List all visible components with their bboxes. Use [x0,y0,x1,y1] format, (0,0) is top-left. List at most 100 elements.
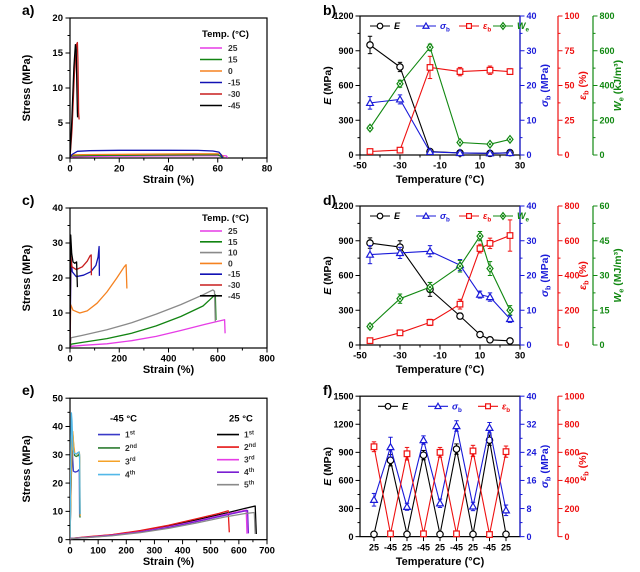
svg-text:-30: -30 [228,89,241,99]
svg-text:We: We [517,21,530,34]
svg-text:300: 300 [338,305,353,315]
svg-text:-45: -45 [384,542,397,552]
svg-text:30: 30 [527,236,537,246]
svg-text:0: 0 [228,258,233,268]
svg-text:50: 50 [565,81,575,91]
svg-text:10: 10 [475,351,486,362]
svg-text:25 °C: 25 °C [229,413,253,424]
svg-text:-10: -10 [433,161,447,172]
svg-text:E: E [394,211,401,221]
svg-text:10: 10 [228,248,238,258]
svg-text:σb: σb [440,21,450,34]
svg-text:20: 20 [52,13,63,24]
svg-text:Stress (MPa): Stress (MPa) [21,244,33,311]
svg-text:E (MPa): E (MPa) [322,66,334,105]
svg-text:0: 0 [228,66,233,76]
svg-text:0: 0 [600,150,605,160]
svg-text:2nd: 2nd [244,442,256,452]
svg-text:20: 20 [527,81,537,91]
panel-a-label: a) [22,2,35,18]
svg-text:25: 25 [501,542,511,552]
svg-text:10: 10 [527,305,537,315]
svg-text:20: 20 [52,273,63,284]
svg-text:20: 20 [114,164,125,175]
svg-text:5: 5 [58,118,64,129]
panel-e-chart: 0 100 200 300 400 500 600 700 0 10 20 30 40 50 Strain … [21,393,275,568]
svg-text:0: 0 [58,153,63,164]
svg-text:25: 25 [228,226,238,236]
svg-text:30: 30 [527,46,537,56]
svg-text:200: 200 [565,305,580,315]
panel-c-label: c) [22,192,35,208]
svg-text:30: 30 [600,271,610,281]
svg-text:25: 25 [565,115,575,125]
svg-text:0: 0 [527,150,532,160]
svg-text:-45: -45 [417,542,430,552]
svg-text:400: 400 [565,271,580,281]
svg-text:300: 300 [147,545,163,556]
svg-text:εb (%): εb (%) [577,452,590,481]
svg-text:24: 24 [527,448,537,458]
svg-text:-50: -50 [353,161,367,172]
svg-text:600: 600 [600,46,615,56]
svg-text:0: 0 [527,340,532,350]
svg-text:8: 8 [527,504,532,514]
svg-text:E (MPa): E (MPa) [322,256,334,295]
svg-text:300: 300 [339,504,354,514]
svg-text:3rd: 3rd [244,455,255,465]
svg-text:0: 0 [67,354,72,365]
svg-text:-30: -30 [228,280,241,290]
svg-text:σb: σb [440,211,450,224]
svg-text:400: 400 [565,476,580,486]
svg-text:-50: -50 [353,351,367,362]
svg-text:0: 0 [348,532,353,542]
svg-text:40: 40 [527,391,537,401]
svg-text:40: 40 [52,422,63,433]
svg-text:Temperature (°C): Temperature (°C) [396,556,485,568]
svg-text:100: 100 [565,11,580,21]
svg-text:600: 600 [339,476,354,486]
svg-text:1200: 1200 [333,11,353,21]
svg-text:Temperature (°C): Temperature (°C) [396,364,485,376]
svg-text:4th: 4th [125,470,136,480]
svg-text:25: 25 [435,542,445,552]
svg-text:-15: -15 [228,78,241,88]
svg-text:900: 900 [338,46,353,56]
svg-text:10: 10 [52,507,63,518]
svg-text:-45 °C: -45 °C [110,413,137,424]
svg-text:30: 30 [52,450,63,461]
svg-text:800: 800 [259,354,275,365]
svg-text:10: 10 [52,308,63,319]
svg-text:E (MPa): E (MPa) [322,447,334,486]
svg-text:15: 15 [600,305,610,315]
svg-text:500: 500 [203,545,219,556]
svg-text:40: 40 [527,11,537,21]
panel-f: f) 25 -45 25 -45 25 -45 25 -45 25 0 300 600 900 1200 1… [320,380,640,572]
svg-text:1200: 1200 [334,419,354,429]
svg-text:200: 200 [565,504,580,514]
svg-text:20: 20 [52,478,63,489]
svg-text:400: 400 [175,545,191,556]
svg-text:600: 600 [338,271,353,281]
svg-text:0: 0 [348,340,353,350]
svg-text:Strain (%): Strain (%) [143,174,195,186]
svg-text:10: 10 [52,83,63,94]
svg-text:15: 15 [228,55,238,65]
svg-text:60: 60 [212,164,223,175]
svg-text:-45: -45 [483,542,496,552]
svg-text:σb (MPa): σb (MPa) [539,254,553,297]
panel-f-label: f) [323,382,333,398]
svg-text:900: 900 [338,236,353,246]
svg-text:4th: 4th [244,467,255,477]
svg-text:E: E [394,21,401,31]
svg-text:0: 0 [565,340,570,350]
svg-text:400: 400 [161,354,177,365]
svg-text:800: 800 [565,201,580,211]
svg-text:1st: 1st [125,430,135,440]
svg-text:100: 100 [90,545,106,556]
panel-e: e) 0 100 200 300 400 500 600 700 0 10 20 30 40 50 Stra… [0,380,320,572]
svg-text:-30: -30 [393,351,407,362]
svg-text:We: We [517,211,530,224]
svg-text:0: 0 [67,545,72,556]
